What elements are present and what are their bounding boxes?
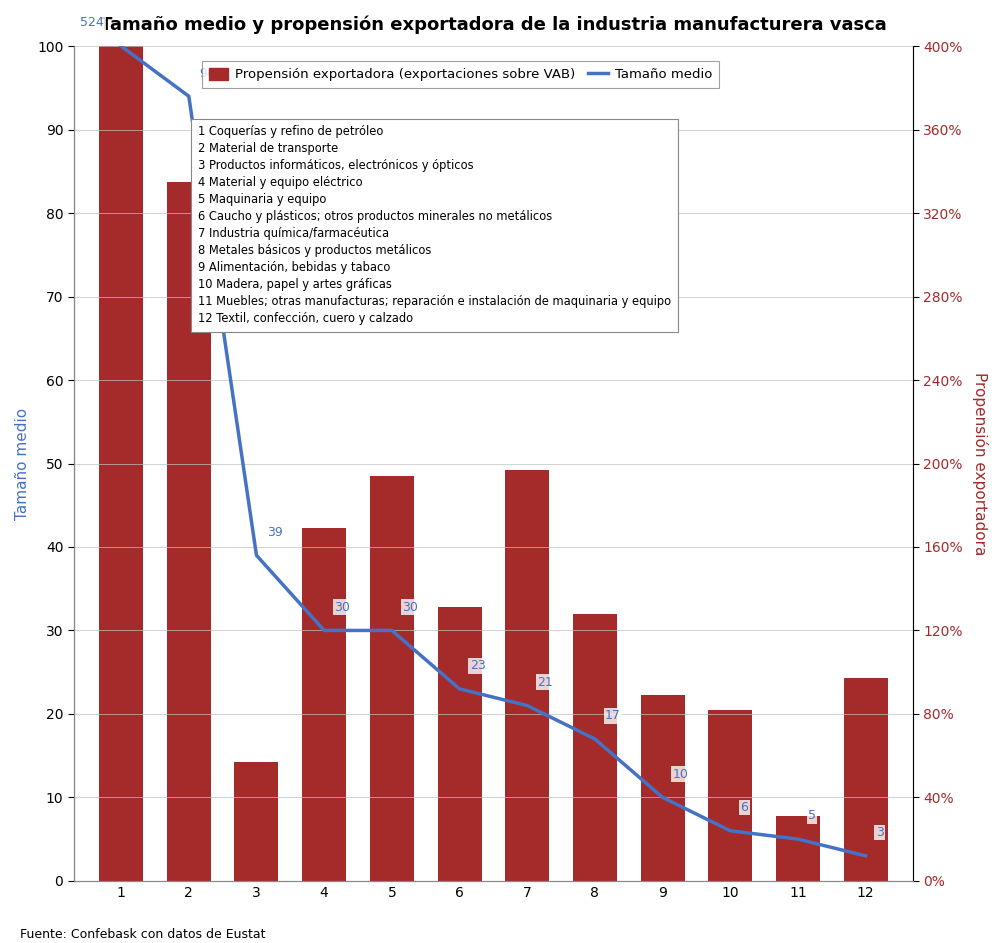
Bar xyxy=(370,476,414,881)
Text: 128%: 128% xyxy=(577,835,611,849)
Text: Fuente: Confebask con datos de Eustat: Fuente: Confebask con datos de Eustat xyxy=(20,928,266,941)
Y-axis label: Propensión exportadora: Propensión exportadora xyxy=(971,372,987,555)
Text: 197%: 197% xyxy=(510,819,543,832)
Bar xyxy=(234,762,279,881)
Text: 3606%: 3606% xyxy=(100,768,141,781)
Text: 1 Coquerías y refino de petróleo
2 Material de transporte
3 Productos informátic: 1 Coquerías y refino de petróleo 2 Mater… xyxy=(197,125,670,325)
Text: 21: 21 xyxy=(537,676,552,689)
Bar xyxy=(505,470,549,881)
Text: 89%: 89% xyxy=(649,846,675,858)
Text: 57%: 57% xyxy=(243,853,270,867)
Text: 82%: 82% xyxy=(716,848,742,860)
Bar xyxy=(843,678,887,881)
Text: 94: 94 xyxy=(198,67,214,79)
Text: 131%: 131% xyxy=(442,835,476,848)
Text: 23: 23 xyxy=(469,659,485,672)
Bar xyxy=(572,614,616,881)
Text: 17: 17 xyxy=(604,709,620,722)
Text: 169%: 169% xyxy=(307,825,341,838)
Text: 335%: 335% xyxy=(172,784,205,797)
Text: 31%: 31% xyxy=(785,860,810,873)
Bar xyxy=(640,695,683,881)
Bar xyxy=(99,46,143,881)
Text: 3: 3 xyxy=(875,826,883,839)
Text: 6: 6 xyxy=(739,801,747,814)
Legend: Propensión exportadora (exportaciones sobre VAB), Tamaño medio: Propensión exportadora (exportaciones so… xyxy=(201,61,718,88)
Text: 10: 10 xyxy=(672,768,688,781)
Text: 30: 30 xyxy=(334,601,350,614)
Bar xyxy=(302,528,346,881)
Text: 524: 524 xyxy=(80,16,104,29)
Bar xyxy=(437,607,481,881)
Text: 5: 5 xyxy=(808,809,816,822)
Y-axis label: Tamaño medio: Tamaño medio xyxy=(15,407,30,520)
Bar xyxy=(707,710,752,881)
Title: Tamaño medio y propensión exportadora de la industria manufacturera vasca: Tamaño medio y propensión exportadora de… xyxy=(100,15,886,34)
Text: 39: 39 xyxy=(267,525,283,538)
Bar xyxy=(166,182,210,881)
Text: 97%: 97% xyxy=(852,844,878,856)
Text: 194%: 194% xyxy=(375,819,408,833)
Text: 30: 30 xyxy=(402,601,418,614)
Bar xyxy=(776,816,819,881)
